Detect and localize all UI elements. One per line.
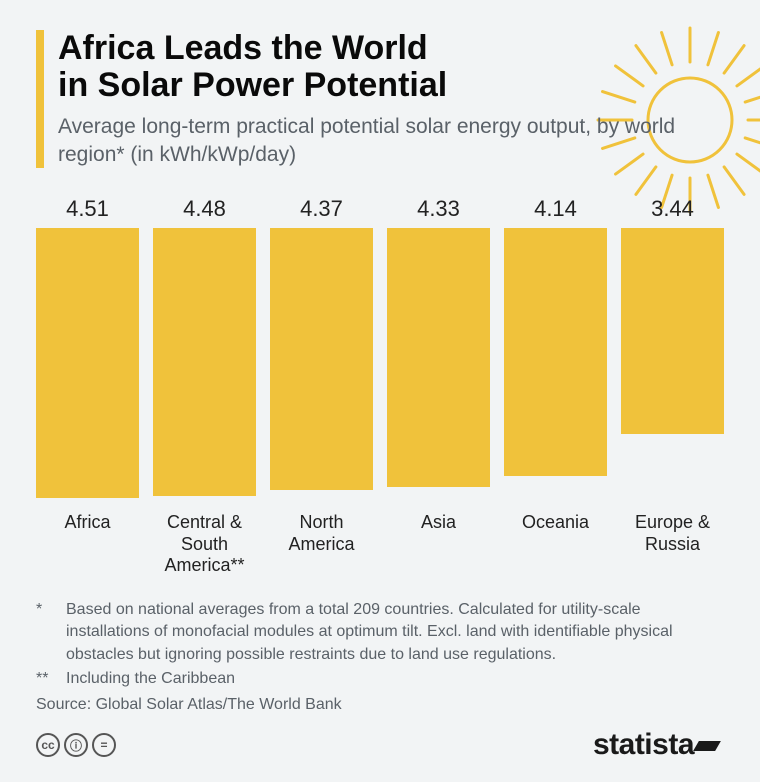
bar-label: North America bbox=[270, 512, 373, 577]
accent-bar bbox=[36, 30, 44, 168]
bar-chart-labels: AfricaCentral & South America**North Ame… bbox=[36, 512, 724, 577]
footnote-text: Including the Caribbean bbox=[66, 668, 724, 690]
footnote-text: Based on national averages from a total … bbox=[66, 599, 724, 666]
bar-label: Asia bbox=[387, 512, 490, 577]
bar bbox=[504, 228, 607, 476]
cc-icon: cc bbox=[36, 733, 60, 757]
bar-group: 4.33 bbox=[387, 196, 490, 506]
source-text: Source: Global Solar Atlas/The World Ban… bbox=[36, 696, 724, 714]
bar bbox=[621, 228, 724, 434]
bar-group: 3.44 bbox=[621, 196, 724, 506]
cc-license-icons: cc ⓘ = bbox=[36, 733, 116, 757]
bar bbox=[36, 228, 139, 498]
bar-label: Oceania bbox=[504, 512, 607, 577]
bar bbox=[387, 228, 490, 487]
brand-text: statista bbox=[593, 728, 694, 762]
bar-value: 4.33 bbox=[417, 196, 460, 222]
brand-mark-icon bbox=[696, 731, 724, 759]
header: Africa Leads the Worldin Solar Power Pot… bbox=[36, 30, 724, 168]
bar-group: 4.51 bbox=[36, 196, 139, 506]
bar-group: 4.37 bbox=[270, 196, 373, 506]
bar-value: 4.48 bbox=[183, 196, 226, 222]
footnote-marker: * bbox=[36, 599, 56, 666]
footer: cc ⓘ = statista bbox=[36, 728, 724, 762]
bar-value: 4.51 bbox=[66, 196, 109, 222]
bar-value: 3.44 bbox=[651, 196, 694, 222]
bar-value: 4.14 bbox=[534, 196, 577, 222]
page-title: Africa Leads the Worldin Solar Power Pot… bbox=[58, 30, 724, 103]
brand-logo: statista bbox=[593, 728, 724, 762]
bar bbox=[153, 228, 256, 496]
cc-by-icon: ⓘ bbox=[64, 733, 88, 757]
subtitle: Average long-term practical potential so… bbox=[58, 113, 724, 168]
bar-value: 4.37 bbox=[300, 196, 343, 222]
bar-group: 4.48 bbox=[153, 196, 256, 506]
cc-nd-icon: = bbox=[92, 733, 116, 757]
bar-label: Central & South America** bbox=[153, 512, 256, 577]
footnote-marker: ** bbox=[36, 668, 56, 690]
infographic-container: Africa Leads the Worldin Solar Power Pot… bbox=[0, 0, 760, 782]
footnotes: * Based on national averages from a tota… bbox=[36, 599, 724, 691]
bar-label: Europe & Russia bbox=[621, 512, 724, 577]
bar-chart: 4.51 4.48 4.37 4.33 4.14 3.44 bbox=[36, 196, 724, 506]
bar-label: Africa bbox=[36, 512, 139, 577]
bar-group: 4.14 bbox=[504, 196, 607, 506]
bar bbox=[270, 228, 373, 490]
